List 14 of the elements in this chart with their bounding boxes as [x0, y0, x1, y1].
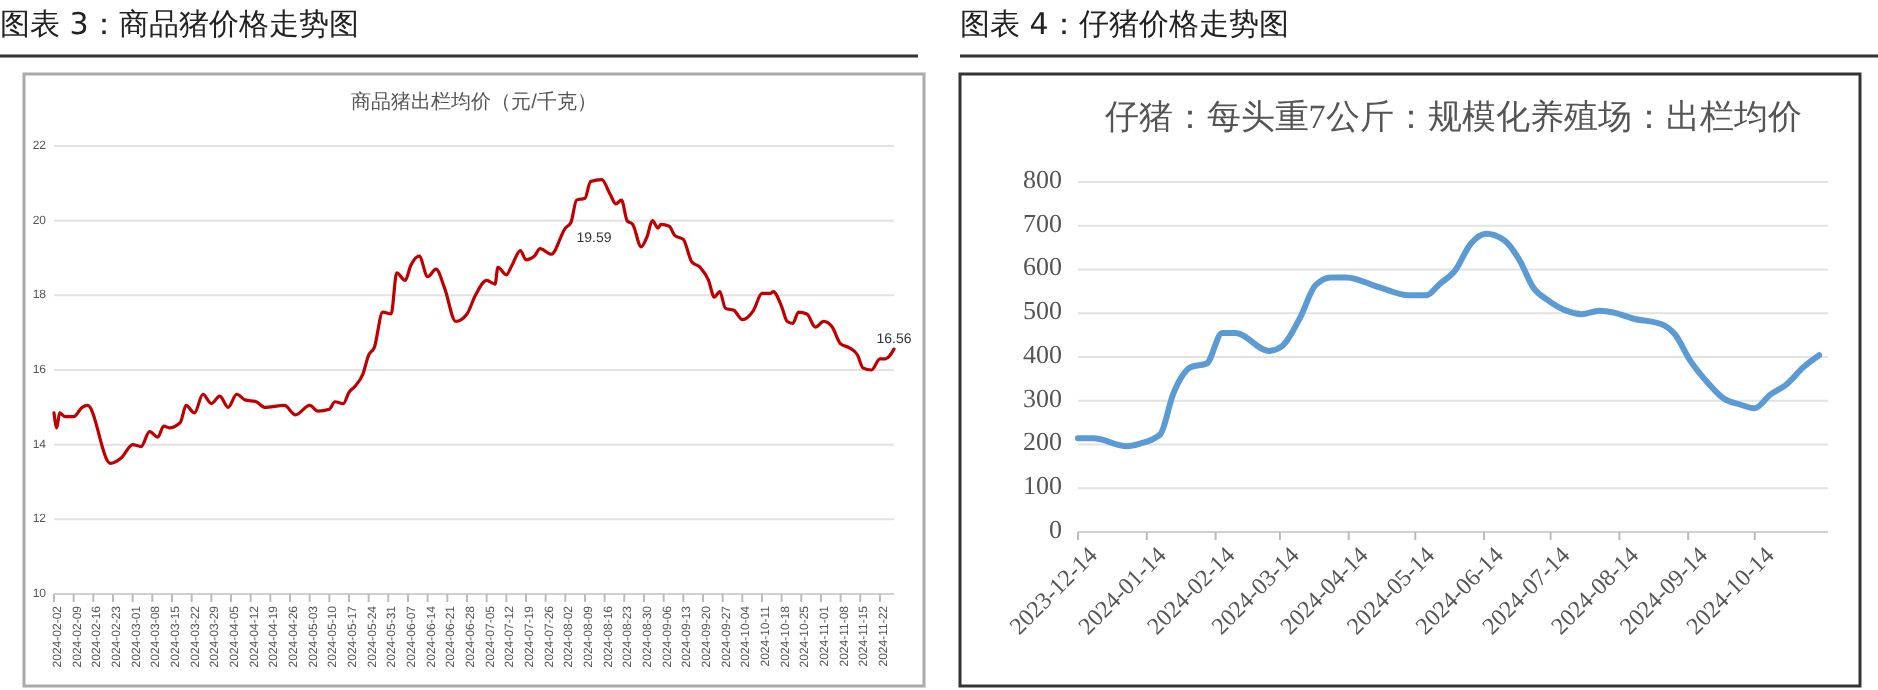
y-tick-label: 700 [1023, 207, 1062, 238]
y-tick-label: 100 [1023, 470, 1062, 501]
chart-subtitle: 仔猪：每头重7公斤：规模化养殖场：出栏均价 [1104, 98, 1802, 136]
y-tick-label: 200 [1023, 426, 1062, 457]
y-tick-label: 0 [1049, 513, 1062, 544]
chart-title: 图表 4：仔猪价格走势图 [960, 6, 1289, 42]
line-series [1075, 230, 1823, 450]
y-tick-label: 500 [1023, 295, 1062, 326]
y-tick-label: 600 [1023, 251, 1062, 282]
y-tick-label: 400 [1023, 338, 1062, 369]
y-tick-label: 300 [1023, 382, 1062, 413]
chart-title: 图表 3：商品猪价格走势图 [0, 6, 359, 42]
chart-subtitle: 商品猪出栏均价（元/千克） [351, 90, 597, 114]
y-tick-label: 800 [1023, 163, 1062, 194]
